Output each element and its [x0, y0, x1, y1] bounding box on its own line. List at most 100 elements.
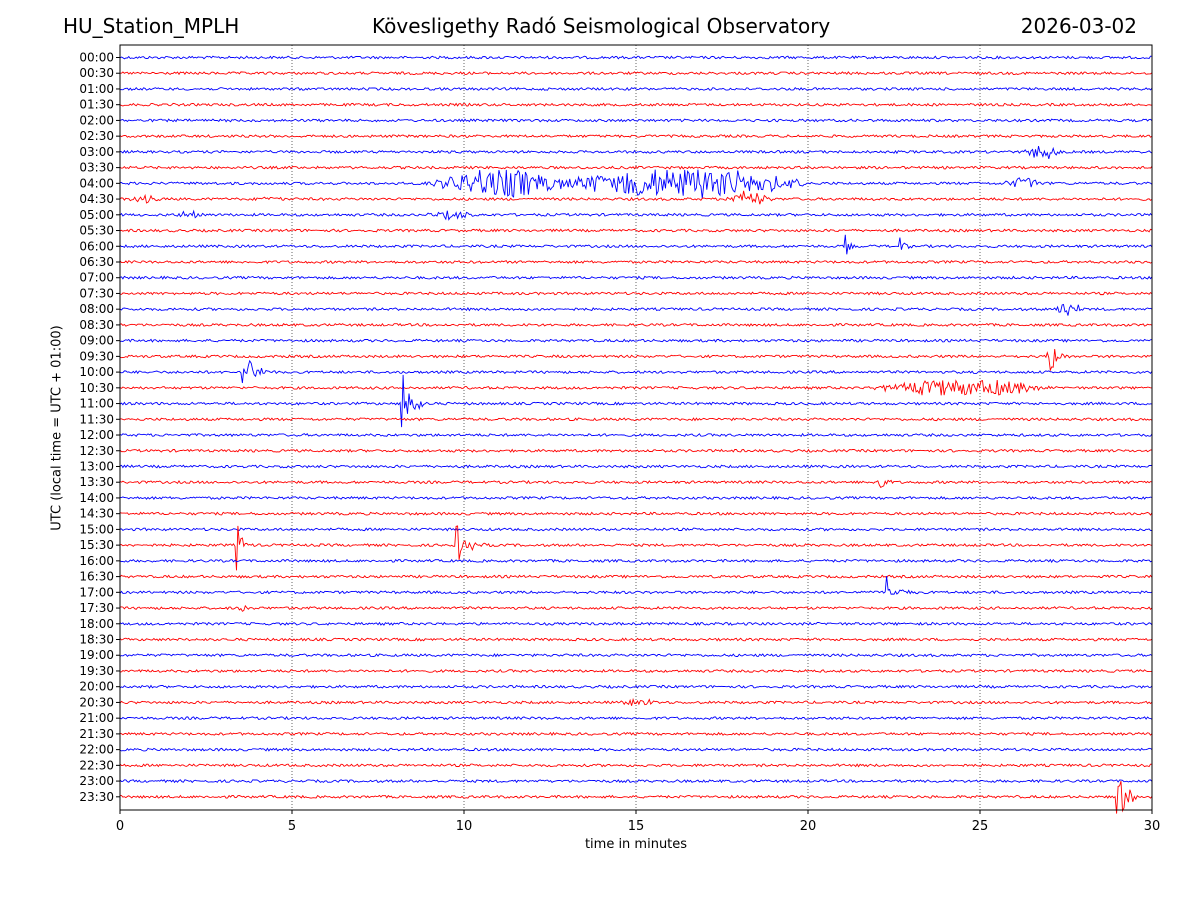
y-tick-label: 08:00	[79, 302, 114, 316]
y-axis-label: UTC (local time = UTC + 01:00)	[49, 325, 65, 531]
y-tick-label: 13:00	[79, 459, 114, 473]
trace-1300	[119, 464, 1153, 469]
y-tick-label: 22:30	[79, 758, 114, 772]
trace-1800	[119, 621, 1153, 626]
trace-2130	[119, 731, 1153, 737]
trace-0100	[119, 86, 1153, 91]
y-tick-label: 10:30	[79, 381, 114, 395]
trace-0130	[119, 102, 1153, 107]
y-tick-label: 16:00	[79, 554, 114, 568]
y-tick-label: 16:30	[79, 570, 114, 584]
trace-0900	[119, 338, 1153, 343]
y-tick-label: 18:30	[79, 633, 114, 647]
trace-0830	[119, 322, 1153, 327]
y-tick-label: 02:30	[79, 129, 114, 143]
plot-date: 2026-03-02	[1020, 14, 1137, 38]
y-tick-label: 15:30	[79, 538, 114, 552]
trace-1930	[119, 668, 1153, 673]
trace-0330	[119, 165, 1153, 170]
trace-0730	[119, 291, 1153, 296]
y-tick-label: 12:30	[79, 444, 114, 458]
y-tick-label: 20:00	[79, 680, 114, 694]
x-axis: 0 5 10 15 20 25 30	[116, 810, 1160, 834]
trace-2330	[120, 780, 1153, 814]
y-tick-label: 19:00	[79, 648, 114, 662]
x-axis-label: time in minutes	[584, 837, 688, 852]
y-tick-label: 03:00	[79, 145, 114, 159]
trace-1500	[119, 527, 1153, 532]
trace-0230	[119, 134, 1153, 139]
y-tick-label: 21:30	[79, 727, 114, 741]
x-tick-label: 15	[628, 819, 645, 834]
trace-1530	[119, 525, 1153, 571]
y-tick-label: 04:00	[79, 176, 114, 190]
y-tick-label: 00:00	[79, 51, 114, 65]
trace-1900	[119, 653, 1153, 658]
trace-0930	[119, 348, 1153, 372]
y-tick-label: 18:00	[79, 617, 114, 631]
y-tick-label: 07:00	[79, 271, 114, 285]
y-tick-label: 06:00	[79, 239, 114, 253]
trace-2200	[119, 747, 1153, 752]
trace-0800	[119, 303, 1153, 316]
y-tick-label: 17:30	[79, 601, 114, 615]
y-tick-label: 11:00	[79, 397, 114, 411]
trace-1400	[120, 495, 1153, 501]
y-tick-label: 17:00	[79, 585, 114, 599]
y-tick-label: 01:30	[79, 98, 114, 112]
observatory-title: Kövesligethy Radó Seismological Observat…	[372, 14, 831, 38]
y-tick-label: 10:00	[79, 365, 114, 379]
y-tick-label: 19:30	[79, 664, 114, 678]
x-tick-label: 10	[456, 819, 473, 834]
trace-2300	[119, 778, 1153, 784]
trace-0530	[119, 228, 1153, 233]
x-tick-label: 30	[1144, 819, 1161, 834]
y-tick-label: 20:30	[79, 695, 114, 709]
trace-1130	[119, 417, 1153, 422]
y-tick-label: 15:00	[79, 522, 114, 536]
y-tick-label: 23:00	[79, 774, 114, 788]
y-tick-label: 05:30	[79, 224, 114, 238]
x-tick-label: 25	[972, 819, 989, 834]
y-tick-label: 13:30	[79, 475, 114, 489]
trace-1330	[119, 479, 1153, 489]
trace-0700	[119, 275, 1153, 280]
trace-1000	[119, 359, 1153, 384]
trace-0600	[119, 234, 1153, 255]
y-tick-label: 00:30	[79, 66, 114, 80]
x-tick-label: 5	[288, 819, 296, 834]
x-tick-label: 20	[800, 819, 817, 834]
trace-1100	[119, 374, 1153, 428]
trace-1830	[119, 637, 1153, 642]
trace-0500	[119, 209, 1153, 221]
y-tick-label: 09:30	[79, 349, 114, 363]
y-tick-label: 22:00	[79, 743, 114, 757]
trace-group	[119, 55, 1153, 814]
grid-lines	[291, 45, 981, 810]
trace-0300	[119, 145, 1153, 160]
trace-1600	[119, 558, 1153, 564]
y-tick-label: 04:30	[79, 192, 114, 206]
trace-2100	[119, 716, 1153, 721]
y-tick-label: 03:30	[79, 161, 114, 175]
y-tick-label: 12:00	[79, 428, 114, 442]
station-name: HU_Station_MPLH	[63, 14, 240, 38]
y-tick-label: 23:30	[79, 790, 114, 804]
trace-0030	[120, 71, 1153, 76]
trace-1630	[119, 574, 1153, 579]
trace-1030	[119, 379, 1153, 396]
y-tick-label: 21:00	[79, 711, 114, 725]
y-tick-label: 11:30	[79, 412, 114, 426]
trace-0430	[119, 190, 1153, 205]
trace-0400	[119, 169, 1153, 199]
y-tick-label: 09:00	[79, 334, 114, 348]
trace-1200	[119, 432, 1153, 438]
trace-1230	[119, 448, 1153, 453]
trace-2000	[119, 684, 1153, 689]
x-tick-label: 0	[116, 819, 124, 834]
y-tick-label: 07:30	[79, 286, 114, 300]
trace-1730	[119, 604, 1153, 612]
trace-2230	[119, 763, 1152, 768]
